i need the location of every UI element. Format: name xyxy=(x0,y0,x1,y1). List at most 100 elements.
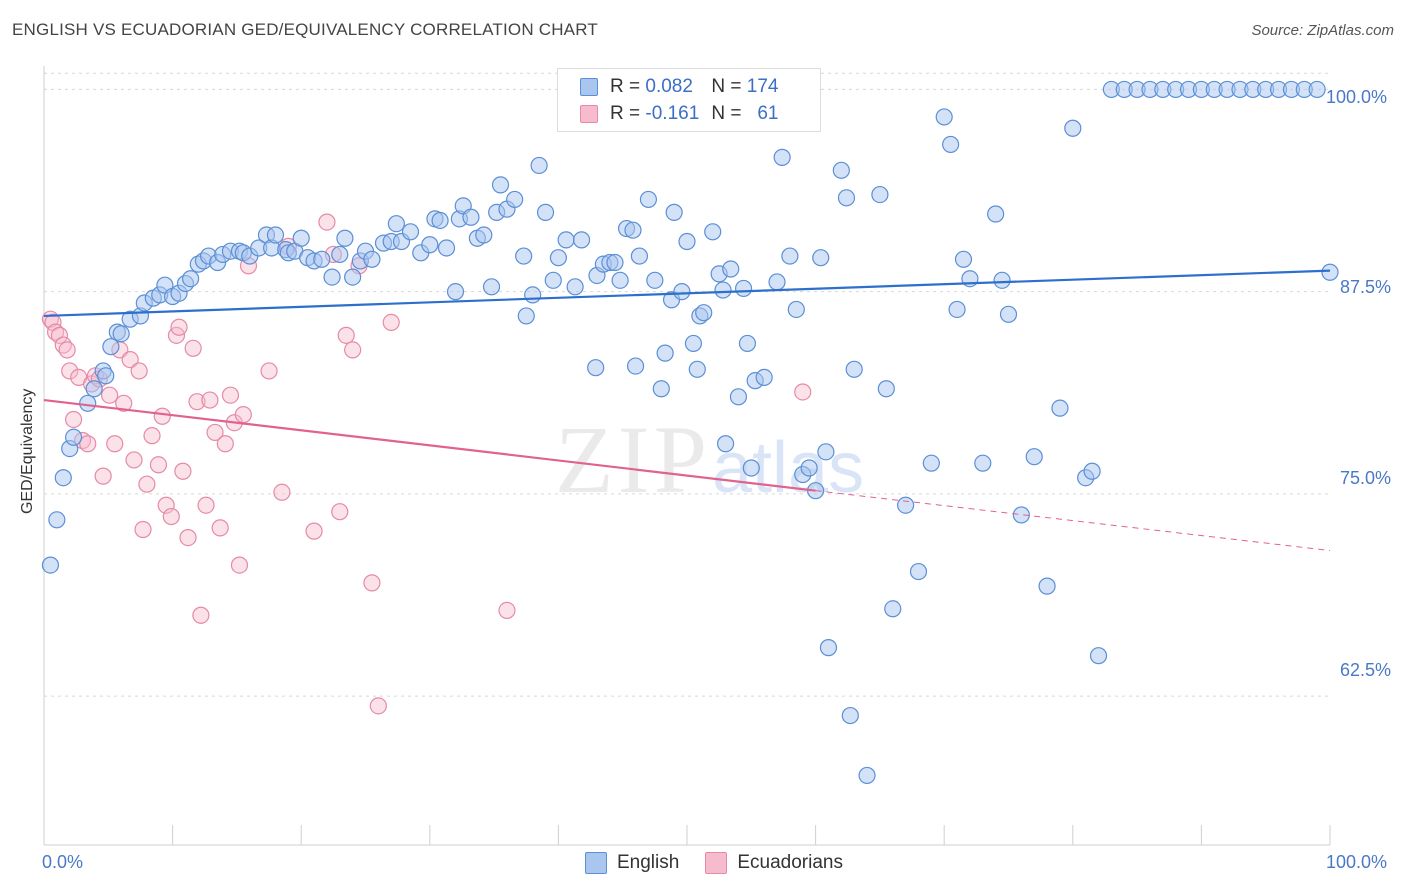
y-axis-label: GED/Equivalency xyxy=(19,388,36,514)
english-point xyxy=(1051,399,1069,417)
watermark-atlas: atlas xyxy=(712,428,864,508)
english-point xyxy=(97,367,115,385)
ecuadorian-point xyxy=(305,522,323,540)
legend-r-value-ecuadorian: -0.161 xyxy=(645,103,700,124)
english-point xyxy=(837,189,856,207)
english-point xyxy=(738,334,757,353)
ecuadorian-point xyxy=(134,520,152,539)
ecuadorian-point xyxy=(61,362,79,380)
english-point xyxy=(331,245,349,264)
english-point xyxy=(684,334,703,353)
english-point xyxy=(549,249,568,267)
ecuadorian-point xyxy=(331,503,349,521)
english-point xyxy=(1064,119,1082,137)
english-point xyxy=(656,344,674,362)
ecuadorian-trend-line xyxy=(43,398,816,492)
english-point xyxy=(506,190,524,209)
english-point xyxy=(897,496,915,514)
english-point xyxy=(734,279,753,298)
ecuadorian-point xyxy=(106,435,124,453)
ecuadorian-point xyxy=(206,423,224,442)
english-point xyxy=(1038,577,1056,595)
ecuadorian-point xyxy=(143,427,161,445)
english-point xyxy=(639,190,658,209)
source-label: Source: ZipAtlas.com xyxy=(1251,22,1394,39)
english-point xyxy=(942,135,960,154)
ecuadorian-point xyxy=(363,574,381,592)
x-tick-max: 100.0% xyxy=(1326,852,1388,872)
english-point xyxy=(841,706,859,725)
y-tick-100: 100.0% xyxy=(1326,87,1388,107)
english-point xyxy=(475,226,493,244)
bottom-legend-ecuadorian: Ecuadorians xyxy=(705,852,843,874)
english-point xyxy=(688,360,706,378)
english-point xyxy=(678,232,696,251)
axes xyxy=(43,66,1331,846)
ecuadorian-point xyxy=(260,362,278,380)
ecuadorian-point xyxy=(273,483,291,501)
english-point xyxy=(421,236,439,254)
bottom-legend-english: English xyxy=(585,852,679,874)
english-point xyxy=(292,229,310,247)
english-point xyxy=(344,268,362,286)
ecuadorian-point xyxy=(94,467,112,485)
english-point xyxy=(606,253,624,272)
y-tick-87-5: 87.5% xyxy=(1340,277,1392,297)
english-point xyxy=(630,247,649,265)
english-point xyxy=(462,208,480,226)
english-point xyxy=(401,223,420,241)
english-point xyxy=(858,766,876,785)
english-points xyxy=(41,80,1339,785)
legend-r-label: R = xyxy=(610,103,641,124)
english-point xyxy=(1083,462,1101,480)
ecuadorian-point xyxy=(153,407,171,425)
x-tick-min: 0.0% xyxy=(42,852,84,872)
english-point xyxy=(566,278,584,296)
legend-r-value-english: 0.082 xyxy=(645,76,693,97)
ecuadorian-point xyxy=(170,318,188,336)
english-point xyxy=(85,380,103,398)
english-point xyxy=(112,325,130,343)
english-point xyxy=(817,443,835,461)
watermark-zip: ZIP xyxy=(555,406,711,513)
english-point xyxy=(530,156,548,175)
english-point xyxy=(1012,506,1030,524)
english-point xyxy=(626,357,645,375)
bottom-swatch-english xyxy=(585,852,607,874)
ecuadorian-point xyxy=(179,528,197,547)
ecuadorian-point xyxy=(50,326,69,344)
bottom-legend-english-label: English xyxy=(617,852,680,873)
english-point xyxy=(446,283,465,301)
ecuadorian-point xyxy=(100,386,119,404)
english-point xyxy=(714,281,732,299)
y-tick-62-5: 62.5% xyxy=(1340,660,1392,680)
english-point xyxy=(652,380,670,398)
english-point xyxy=(387,215,405,233)
english-point xyxy=(877,380,895,398)
english-point xyxy=(954,250,973,268)
english-point xyxy=(64,428,83,446)
english-point xyxy=(624,221,642,239)
english-point xyxy=(517,307,535,325)
english-point xyxy=(336,229,354,247)
english-point xyxy=(722,260,740,278)
trend-lines xyxy=(43,269,1331,552)
ecuadorian-point xyxy=(162,507,180,526)
ecuadorian-point xyxy=(197,496,215,514)
legend-n-value-ecuadorian: 61 xyxy=(757,103,779,124)
english-point xyxy=(819,639,838,657)
ecuadorian-point xyxy=(184,339,202,357)
english-point xyxy=(948,300,966,319)
english-point xyxy=(673,283,691,301)
ecuadorian-point xyxy=(188,393,206,411)
english-point xyxy=(1025,448,1043,466)
legend-n-label: N = xyxy=(711,103,742,124)
english-point xyxy=(41,556,60,574)
english-point xyxy=(646,271,664,289)
english-point xyxy=(102,338,120,356)
english-point xyxy=(800,459,818,477)
ecuadorian-point xyxy=(382,313,400,332)
english-point xyxy=(1308,80,1326,99)
english-point xyxy=(781,247,799,265)
